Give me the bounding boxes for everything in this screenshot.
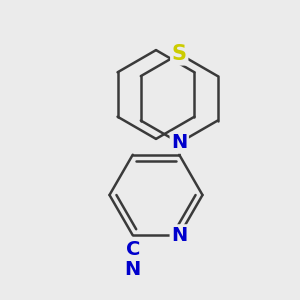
Text: S: S — [172, 44, 187, 64]
Text: N: N — [124, 260, 141, 279]
Text: N: N — [171, 226, 188, 245]
Text: C: C — [126, 240, 140, 259]
Text: N: N — [171, 133, 188, 152]
